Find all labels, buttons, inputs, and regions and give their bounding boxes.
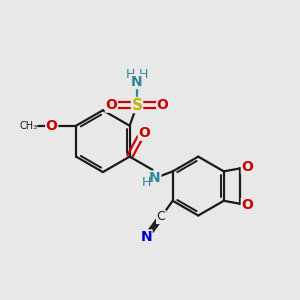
Text: O: O (157, 98, 169, 112)
Text: O: O (106, 98, 117, 112)
Text: N: N (149, 171, 161, 185)
Text: O: O (242, 160, 253, 174)
Text: O: O (46, 119, 58, 133)
Text: H: H (139, 68, 148, 81)
Text: N: N (140, 230, 152, 244)
Text: H: H (126, 68, 135, 81)
Text: S: S (131, 98, 142, 112)
Text: N: N (131, 74, 143, 88)
Text: H: H (141, 176, 151, 189)
Text: O: O (138, 126, 150, 140)
Text: C: C (157, 211, 165, 224)
Text: CH₃: CH₃ (20, 121, 38, 131)
Text: O: O (242, 198, 253, 212)
